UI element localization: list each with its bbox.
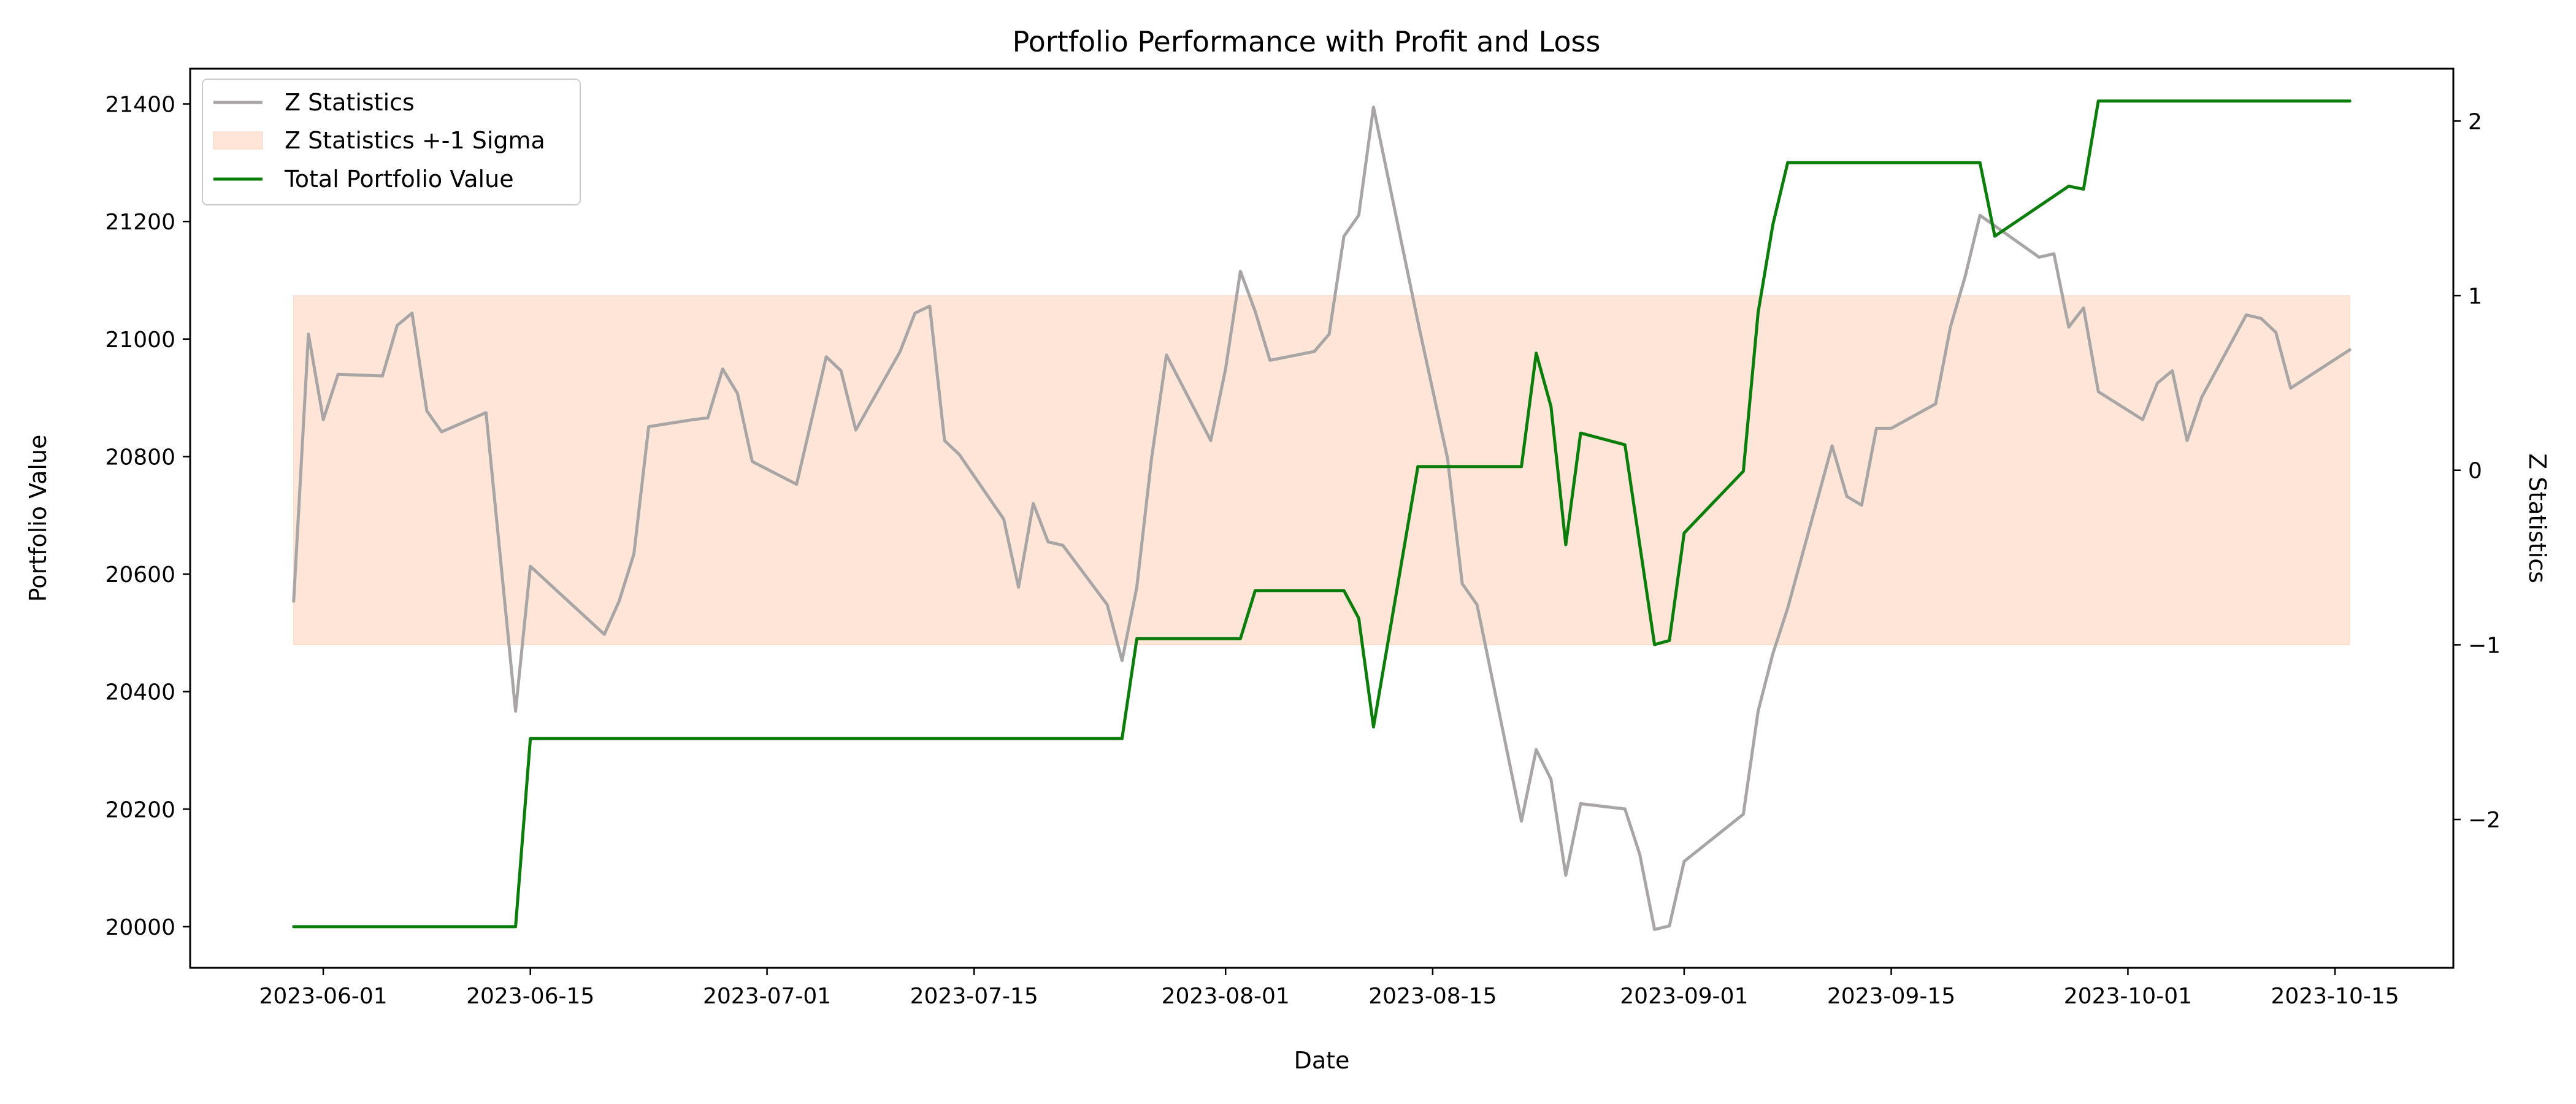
legend: Z Statistics Z Statistics +-1 Sigma Tota… bbox=[202, 79, 581, 205]
x-tick-label: 2023-07-15 bbox=[910, 984, 1038, 1009]
series-layer bbox=[292, 99, 2352, 931]
x-axis-label: Date bbox=[1294, 1047, 1350, 1074]
x-tick-label: 2023-07-01 bbox=[703, 984, 831, 1009]
y-left-tick-label: 20800 bbox=[105, 445, 175, 470]
y-left-tick-label: 21400 bbox=[105, 92, 175, 117]
legend-label-z-statistics: Z Statistics bbox=[285, 89, 415, 116]
legend-box bbox=[202, 79, 581, 205]
y-right-tick-label: 2 bbox=[2468, 109, 2482, 134]
plot-frame bbox=[189, 67, 2455, 969]
legend-label-sigma-band: Z Statistics +-1 Sigma bbox=[285, 127, 545, 154]
y-right-tick-label: 0 bbox=[2468, 459, 2482, 484]
y-left-tick-label: 20000 bbox=[105, 915, 175, 940]
x-tick-label: 2023-08-01 bbox=[1162, 984, 1290, 1009]
y-left-tick-label: 21200 bbox=[105, 210, 175, 235]
x-tick-label: 2023-10-01 bbox=[2064, 984, 2192, 1009]
legend-label-total-portfolio-value: Total Portfolio Value bbox=[284, 166, 514, 193]
y-axis-right: −2 −1 0 1 2 bbox=[2453, 109, 2501, 833]
series-line-z-statistics bbox=[292, 105, 2352, 931]
x-tick-label: 2023-09-15 bbox=[1827, 984, 1955, 1009]
chart-title: Portfolio Performance with Profit and Lo… bbox=[1013, 25, 1601, 58]
y-axis-left: 20000 20200 20400 20600 20800 21000 21200 21400 bbox=[105, 92, 190, 940]
y-right-tick-label: 1 bbox=[2468, 284, 2482, 309]
x-tick-label: 2023-06-01 bbox=[259, 984, 387, 1009]
y-axis-left-label: Portfolio Value bbox=[25, 435, 52, 602]
x-tick-label: 2023-09-01 bbox=[1620, 984, 1748, 1009]
legend-swatch-sigma-band bbox=[213, 131, 263, 150]
x-tick-label: 2023-06-15 bbox=[466, 984, 594, 1009]
y-axis-right-label: Z Statistics bbox=[2524, 453, 2551, 583]
x-tick-label: 2023-08-15 bbox=[1368, 984, 1497, 1009]
sigma-band-layer bbox=[293, 295, 2350, 645]
y-left-tick-label: 20200 bbox=[105, 797, 175, 822]
y-left-tick-label: 21000 bbox=[105, 328, 175, 353]
sigma-band bbox=[293, 295, 2350, 645]
x-tick-label: 2023-10-15 bbox=[2271, 984, 2399, 1009]
series-line-total-portfolio-value bbox=[292, 99, 2352, 929]
x-axis: 2023-06-01 2023-06-15 2023-07-01 2023-07-15… bbox=[259, 968, 2399, 1009]
y-left-tick-label: 20400 bbox=[105, 680, 175, 705]
y-right-tick-label: −1 bbox=[2468, 633, 2501, 658]
y-left-tick-label: 20600 bbox=[105, 562, 175, 588]
y-right-tick-label: −2 bbox=[2468, 808, 2501, 833]
